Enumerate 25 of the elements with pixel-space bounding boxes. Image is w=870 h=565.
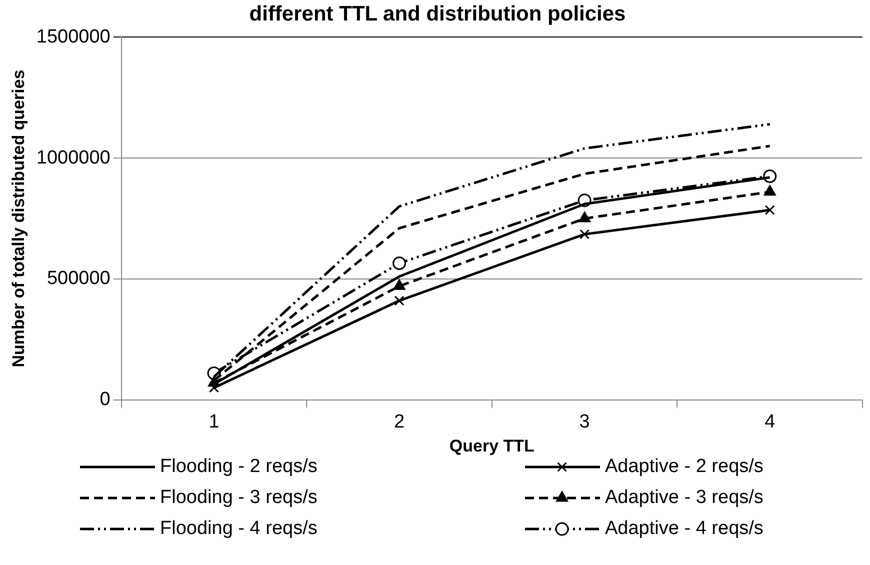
legend-label: Flooding - 2 reqs/s — [160, 456, 318, 478]
x-tick-label: 2 — [394, 411, 405, 432]
chart-title: different TTL and distribution policies — [249, 2, 626, 26]
point — [392, 256, 406, 270]
legend-label: Flooding - 3 reqs/s — [160, 487, 318, 508]
legend-label: Adaptive - 4 reqs/s — [605, 518, 764, 540]
legend-label: Adaptive - 3 reqs/s — [605, 487, 764, 508]
legend-label: Flooding - 4 reqs/s — [160, 518, 318, 540]
point — [764, 205, 775, 216]
point — [580, 229, 590, 240]
y-axis-title: Number of totally distributed queries — [8, 70, 28, 368]
x-tick-label: 4 — [764, 411, 776, 432]
point — [394, 296, 404, 306]
x-axis-title: Query TTL — [449, 436, 534, 456]
x-tick-label: 1 — [208, 411, 220, 432]
y-tick-label: 500000 — [46, 268, 110, 290]
point — [578, 212, 591, 222]
y-tick-label: 0 — [100, 389, 110, 410]
point — [393, 279, 406, 290]
legend-label: Adaptive - 2 reqs/s — [605, 456, 764, 478]
point — [209, 382, 220, 393]
x-tick-label: 3 — [579, 411, 590, 432]
y-tick-label: 1000000 — [36, 147, 110, 168]
y-tick-label: 1500000 — [36, 26, 110, 48]
point — [764, 185, 776, 196]
